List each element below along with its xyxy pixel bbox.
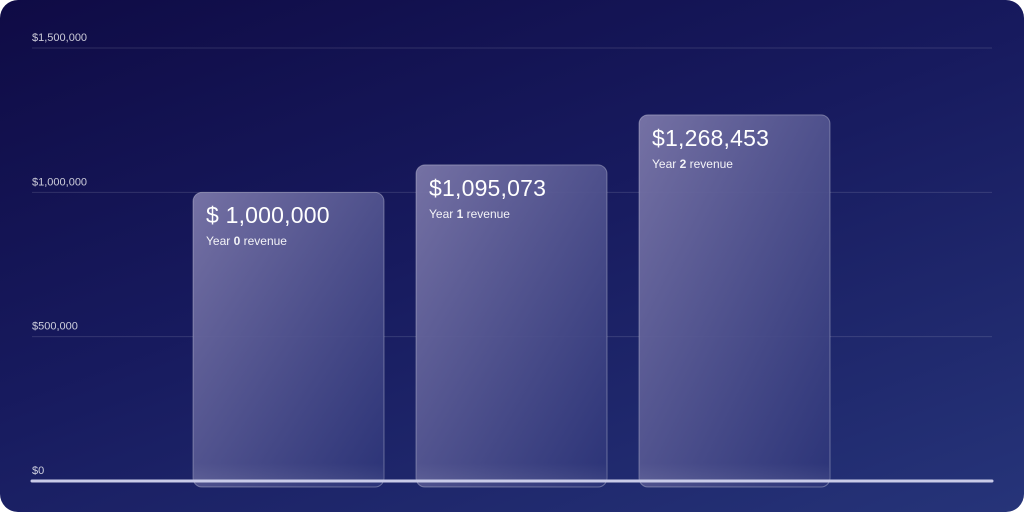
bars [192,114,831,488]
y-tick-label: $1,000,000 [32,176,87,188]
y-tick-label: $0 [32,465,44,477]
bar-sheen [640,463,829,481]
bar-sheen [194,463,383,481]
bar [415,164,608,488]
y-axis-tick-labels: $0 $500,000 $1,000,000 $1,500,000 [32,32,87,477]
bar-group [192,191,385,488]
y-tick-label: $1,500,000 [32,32,87,44]
bar-sheen [417,463,606,481]
y-tick-label: $500,000 [32,321,78,333]
bar-group [415,164,608,488]
bar-group [638,114,831,488]
bar [192,191,385,488]
bar [638,114,831,488]
